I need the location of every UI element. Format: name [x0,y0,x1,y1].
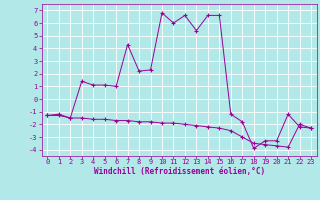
X-axis label: Windchill (Refroidissement éolien,°C): Windchill (Refroidissement éolien,°C) [94,167,265,176]
